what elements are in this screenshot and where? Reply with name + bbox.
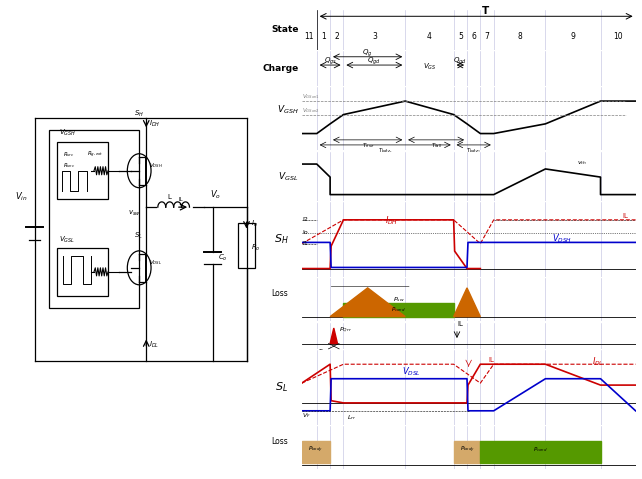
Bar <box>57 142 108 199</box>
Text: $I_{DL}$: $I_{DL}$ <box>592 356 604 368</box>
Bar <box>480 441 600 463</box>
Text: Loss: Loss <box>272 289 288 298</box>
Text: $V_{GSH}$: $V_{GSH}$ <box>277 103 299 115</box>
Text: $V_{GSL}$: $V_{GSL}$ <box>58 235 75 245</box>
Text: Charge: Charge <box>262 64 299 73</box>
Polygon shape <box>330 288 405 317</box>
Text: $P_{sw}$: $P_{sw}$ <box>393 295 404 304</box>
Text: $C_o$: $C_o$ <box>218 253 228 263</box>
Bar <box>454 441 480 463</box>
Text: $T_{bdtz_s}$: $T_{bdtz_s}$ <box>378 147 392 156</box>
Text: $V_{DSL}$: $V_{DSL}$ <box>402 365 421 378</box>
Bar <box>57 248 108 296</box>
Text: $V_{DSH}$: $V_{DSH}$ <box>149 160 163 170</box>
Bar <box>302 441 330 463</box>
Text: $V_{DSL}$: $V_{DSL}$ <box>149 258 162 267</box>
Text: $P_{cond}$: $P_{cond}$ <box>391 305 406 314</box>
Text: $V_{GSL}$: $V_{GSL}$ <box>278 170 299 182</box>
Text: 10: 10 <box>613 32 623 41</box>
Text: $Q_{gd}$: $Q_{gd}$ <box>367 56 381 67</box>
Bar <box>49 130 139 308</box>
Text: $T_{rise}$: $T_{rise}$ <box>361 142 374 150</box>
Text: $Q_g$: $Q_g$ <box>363 47 373 59</box>
Text: 1: 1 <box>321 32 325 41</box>
Text: $S_L$: $S_L$ <box>275 381 288 394</box>
Text: $S_L$: $S_L$ <box>134 230 143 240</box>
Text: $v_{sw}$: $v_{sw}$ <box>128 209 141 218</box>
Text: $V_{GSon2}$: $V_{GSon2}$ <box>302 106 320 114</box>
Text: $T_{rr}$: $T_{rr}$ <box>329 348 338 357</box>
Text: I2: I2 <box>302 217 308 222</box>
Text: Loss: Loss <box>272 437 288 446</box>
Text: $P_{body}$: $P_{body}$ <box>460 445 474 455</box>
Text: $V_{GS}$: $V_{GS}$ <box>422 62 436 72</box>
Text: 4: 4 <box>427 32 432 41</box>
Polygon shape <box>330 328 338 343</box>
Text: 2: 2 <box>334 32 339 41</box>
Text: 8: 8 <box>517 32 522 41</box>
Text: $R_o$: $R_o$ <box>251 242 261 253</box>
Text: T: T <box>482 6 489 16</box>
Text: 11: 11 <box>304 32 314 41</box>
Text: L: L <box>168 194 171 200</box>
Text: $S_H$: $S_H$ <box>134 109 144 119</box>
Text: 6: 6 <box>471 32 476 41</box>
Text: $S_H$: $S_H$ <box>273 233 288 246</box>
Text: $R_{src}$: $R_{src}$ <box>63 150 74 160</box>
Text: $T_{bdtz_2}$: $T_{bdtz_2}$ <box>466 147 481 156</box>
Text: $V_F$: $V_F$ <box>302 411 311 420</box>
Bar <box>343 303 454 317</box>
Text: $V_{GSon1}$: $V_{GSon1}$ <box>302 92 320 101</box>
Text: $R_{snc}$: $R_{snc}$ <box>63 160 75 170</box>
Text: $I_{DH}$: $I_{DH}$ <box>149 119 160 129</box>
Bar <box>238 223 255 268</box>
Text: $V_{in}$: $V_{in}$ <box>15 190 28 203</box>
Text: $P_{Qrr}$: $P_{Qrr}$ <box>339 326 352 335</box>
Text: $v_{th}$: $v_{th}$ <box>577 159 587 167</box>
Text: I1: I1 <box>302 241 308 246</box>
Text: $T_{rr}$: $T_{rr}$ <box>318 347 327 356</box>
Text: 3: 3 <box>372 32 377 41</box>
Text: IL: IL <box>457 321 463 327</box>
Text: $I_{DL}$: $I_{DL}$ <box>149 340 159 350</box>
Text: $T_{fall}$: $T_{fall}$ <box>431 142 442 150</box>
Text: IL: IL <box>178 197 184 202</box>
Text: $I_o$: $I_o$ <box>251 218 257 228</box>
Text: 5: 5 <box>458 32 463 41</box>
Text: $I_{DH}$: $I_{DH}$ <box>385 215 399 227</box>
Polygon shape <box>454 288 480 317</box>
Text: $Q_{gs}$: $Q_{gs}$ <box>324 56 336 67</box>
Text: $R_{g,ext}$: $R_{g,ext}$ <box>87 150 103 160</box>
Text: IL: IL <box>489 357 494 363</box>
Text: $P_{cond}$: $P_{cond}$ <box>533 445 548 454</box>
Text: $Q_{gd}$: $Q_{gd}$ <box>453 56 467 67</box>
Text: $L_{rr}$: $L_{rr}$ <box>347 413 356 422</box>
Text: IL: IL <box>623 213 629 218</box>
Text: $V_{GSH}$: $V_{GSH}$ <box>58 127 76 137</box>
Text: 9: 9 <box>571 32 575 41</box>
Text: 7: 7 <box>485 32 489 41</box>
Text: $P_{body}$: $P_{body}$ <box>308 445 324 455</box>
Text: State: State <box>271 25 299 34</box>
Text: Io: Io <box>302 230 308 235</box>
Text: $V_o$: $V_o$ <box>210 188 221 201</box>
Text: $V_{DSH}$: $V_{DSH}$ <box>552 232 573 245</box>
